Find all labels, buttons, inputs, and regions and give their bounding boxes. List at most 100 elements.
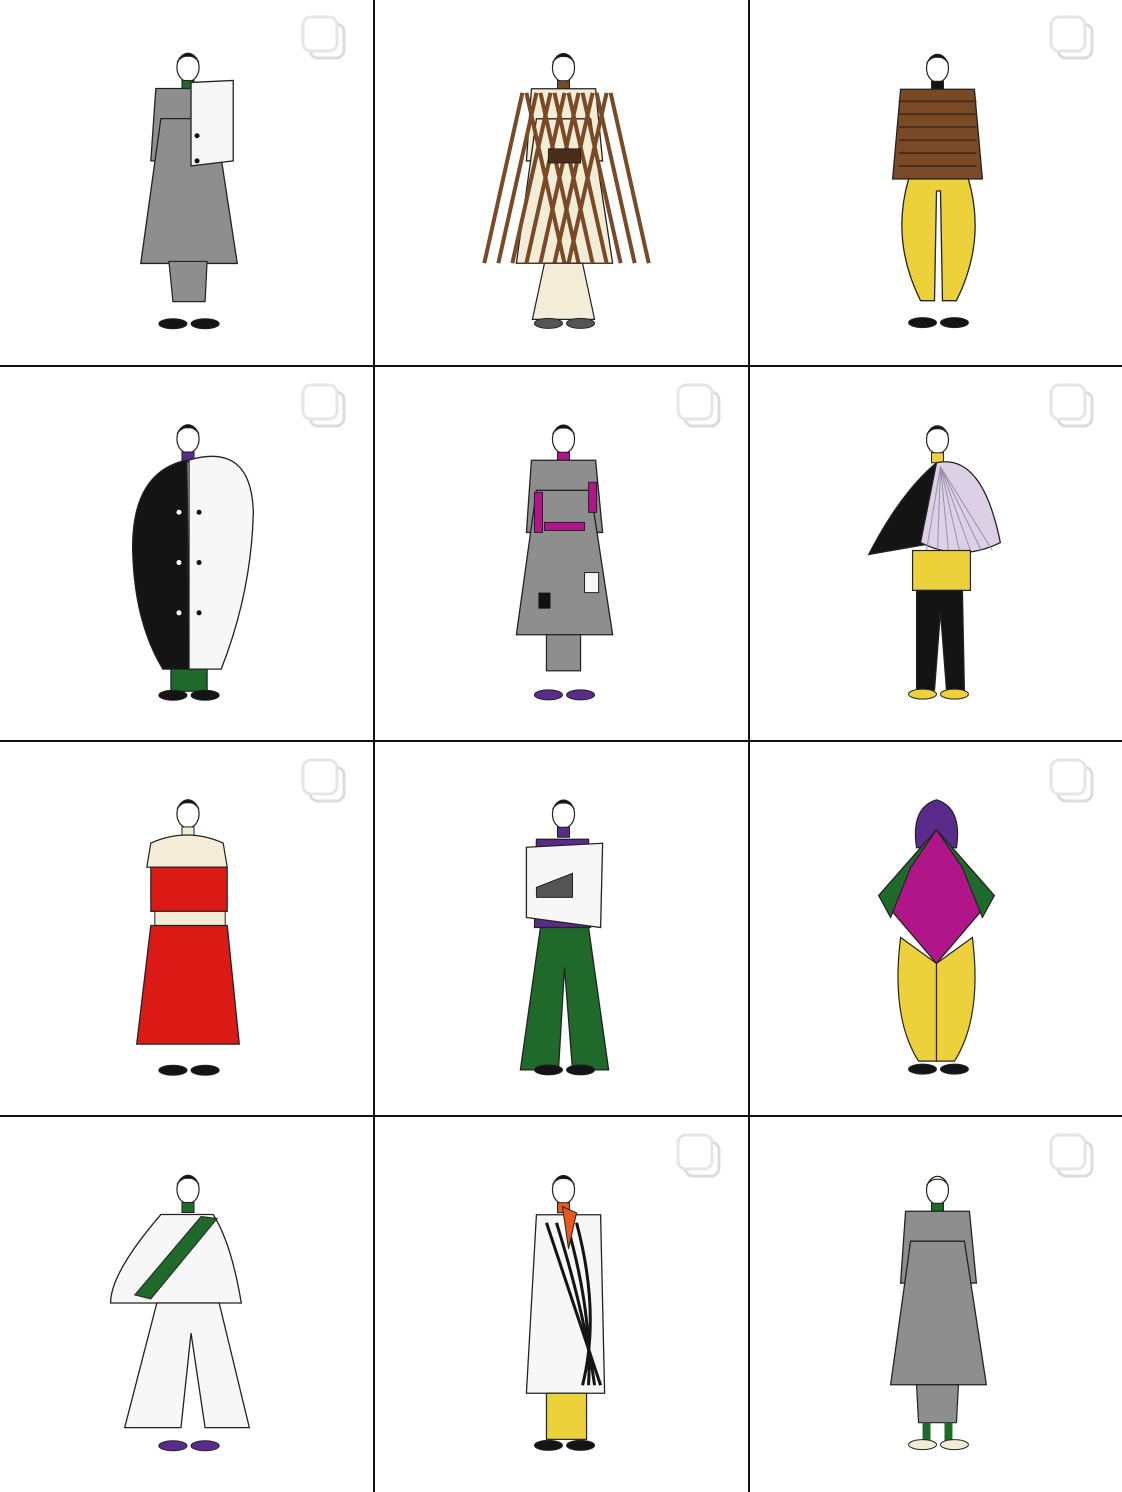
yellow-pant (897, 936, 938, 1062)
post-tile-brown-jacket-yellow-pants[interactable] (751, 0, 1122, 366)
figure (867, 425, 1002, 700)
button (176, 610, 182, 616)
patch (533, 491, 543, 533)
shoe (908, 317, 937, 329)
figure (891, 53, 984, 329)
fashion-illustration (135, 799, 241, 1076)
post-tile-white-wrap-green-flares[interactable] (376, 743, 749, 1116)
capelet (146, 834, 228, 868)
green-panel (936, 829, 996, 919)
figure (519, 799, 610, 1076)
icon-front-square (1049, 758, 1087, 796)
shoe (190, 1064, 220, 1076)
drape-stripe (565, 1222, 591, 1386)
coat-body (889, 1240, 988, 1386)
shoe (533, 1064, 564, 1076)
grid-divider-vertical (748, 0, 750, 1492)
bodice (150, 866, 228, 913)
lattice-line (552, 92, 595, 264)
waist (154, 910, 226, 926)
post-tile-striped-drape-yellow-pants[interactable] (376, 1118, 749, 1492)
figure (109, 1174, 251, 1452)
hair (552, 799, 575, 810)
trousers (168, 260, 208, 303)
post-tile-grey-patchwork-suit[interactable] (376, 368, 749, 741)
drape-stripe (545, 1222, 603, 1386)
multiple-images-icon (673, 1130, 725, 1182)
fashion-illustration (519, 799, 610, 1076)
lattice-line (524, 92, 567, 264)
icon-front-square (301, 758, 339, 796)
shoe (566, 1439, 596, 1451)
hair (176, 424, 200, 435)
shoe (939, 1063, 969, 1075)
post-tile-black-white-cocoon-coat[interactable] (0, 368, 374, 741)
shoe (533, 317, 564, 329)
figure (140, 52, 239, 330)
multiple-images-icon (298, 755, 350, 807)
multiple-images-icon (298, 380, 350, 432)
collar (181, 451, 195, 463)
patch (543, 521, 586, 531)
grid-divider-vertical (373, 0, 375, 1492)
multiple-images-icon (1046, 1130, 1098, 1182)
scarf (561, 1205, 578, 1249)
hair (176, 1174, 200, 1185)
white-half (188, 455, 255, 670)
fashion-illustration (877, 799, 996, 1075)
drape-stripe (555, 1222, 597, 1386)
multiple-images-icon (1046, 380, 1098, 432)
fashion-illustration (889, 1175, 988, 1451)
fashion-illustration (109, 1174, 251, 1452)
shoe (533, 689, 564, 701)
post-tile-lilac-pleated-cape[interactable] (751, 368, 1122, 741)
fashion-illustration (140, 52, 239, 330)
post-tile-red-dress-cream-capelet[interactable] (0, 743, 374, 1116)
pleat (940, 466, 993, 551)
drape-stripe (575, 1222, 592, 1386)
icon-front-square (676, 1133, 714, 1171)
multiple-images-icon (1046, 755, 1098, 807)
post-tile-magenta-green-kite-poncho[interactable] (751, 743, 1122, 1116)
hair (926, 1175, 949, 1186)
pleat (926, 466, 941, 551)
post-tile-brown-lattice-cream-suit[interactable] (376, 0, 749, 366)
icon-front-square (301, 15, 339, 53)
lattice-line (580, 92, 623, 264)
lattice-line (566, 92, 609, 264)
shoe (908, 1439, 937, 1451)
post-tile-white-cape-green-sash[interactable] (0, 1118, 374, 1492)
shoe (158, 689, 188, 701)
button (176, 509, 182, 515)
shoe (939, 688, 969, 700)
jacket (891, 88, 984, 180)
lattice-line (482, 92, 525, 264)
icon-front-square (1049, 1133, 1087, 1171)
collar (556, 826, 571, 838)
grid-divider-horizontal (0, 1115, 1122, 1117)
wide-trousers (123, 1302, 251, 1429)
lattice-line (608, 92, 651, 264)
shoe (566, 317, 596, 329)
sock (944, 1422, 953, 1441)
multiple-images-icon (673, 380, 725, 432)
icon-front-square (676, 383, 714, 421)
yellow-trousers (545, 1392, 588, 1440)
belt (547, 148, 582, 164)
shoe (190, 1440, 220, 1452)
shoe (190, 318, 220, 330)
post-tile-grey-suit-fez[interactable] (751, 1118, 1122, 1492)
button (196, 560, 202, 566)
post-tile-grey-cape-coat[interactable] (0, 0, 374, 366)
multiple-images-icon (1046, 12, 1098, 64)
white-panel (190, 79, 234, 167)
shoe (908, 1063, 937, 1075)
patch (588, 481, 598, 513)
hair (176, 799, 200, 810)
green-flares (519, 926, 610, 1071)
balloon-pants (901, 178, 976, 302)
grid-divider-horizontal (0, 740, 1122, 742)
grid-divider-horizontal (0, 365, 1122, 367)
shoe (939, 1439, 969, 1451)
